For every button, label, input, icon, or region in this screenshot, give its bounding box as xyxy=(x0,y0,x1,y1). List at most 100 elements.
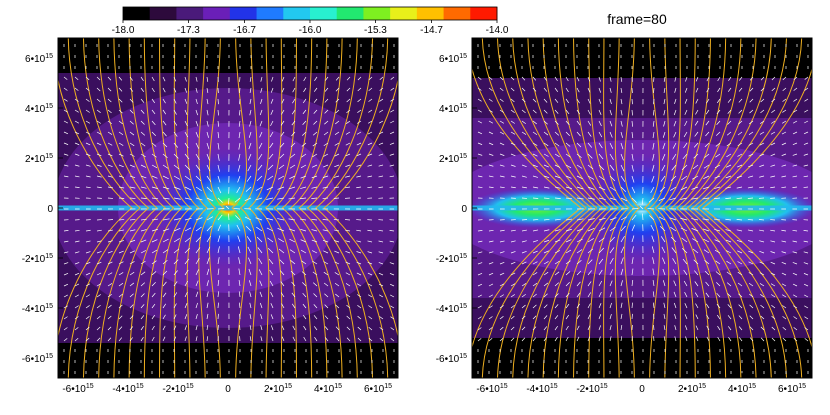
velocity-vector xyxy=(653,302,655,309)
velocity-vector xyxy=(674,314,677,320)
velocity-vector xyxy=(691,175,699,180)
velocity-vector xyxy=(173,109,177,115)
velocity-vector xyxy=(151,325,155,331)
velocity-vector xyxy=(118,250,124,254)
velocity-vector xyxy=(749,76,754,81)
velocity-vector xyxy=(726,282,732,287)
velocity-vector xyxy=(184,186,192,191)
velocity-vector xyxy=(781,240,787,243)
colorbar-swatch xyxy=(443,7,471,20)
velocity-vector xyxy=(238,120,241,127)
velocity-vector xyxy=(85,98,90,102)
velocity-vector xyxy=(554,250,561,254)
y-tick-label: 4•1015 xyxy=(439,103,467,115)
velocity-vector xyxy=(74,175,80,178)
velocity-vector xyxy=(151,153,157,158)
x-tick-label: 2•1015 xyxy=(264,383,292,395)
velocity-vector xyxy=(162,314,166,320)
velocity-vector xyxy=(325,337,329,342)
velocity-vector xyxy=(378,164,384,167)
velocity-vector xyxy=(96,98,101,103)
velocity-vector xyxy=(793,327,798,331)
velocity-vector xyxy=(565,314,570,320)
velocity-vector xyxy=(532,153,538,157)
velocity-vector xyxy=(488,316,493,320)
velocity-vector xyxy=(96,315,101,320)
velocity-vector xyxy=(322,239,329,243)
velocity-vector xyxy=(63,109,68,113)
velocity-vector xyxy=(532,240,538,243)
velocity-vector xyxy=(357,294,362,298)
velocity-vector xyxy=(587,98,591,104)
velocity-vector xyxy=(651,235,655,243)
velocity-vector xyxy=(477,240,483,243)
velocity-vector xyxy=(290,142,296,148)
field-line xyxy=(67,38,141,378)
velocity-vector xyxy=(368,87,373,92)
velocity-vector xyxy=(239,313,241,320)
velocity-vector xyxy=(367,153,373,156)
velocity-vector xyxy=(85,131,91,135)
velocity-vector xyxy=(96,294,101,298)
x-tick-label: 2•1015 xyxy=(678,383,706,395)
velocity-vector xyxy=(129,76,133,81)
velocity-vector xyxy=(672,258,677,265)
velocity-vector xyxy=(278,248,285,254)
velocity-vector xyxy=(737,261,743,265)
velocity-vector xyxy=(313,120,318,125)
velocity-vector xyxy=(173,270,178,276)
velocity-vector xyxy=(217,153,220,161)
velocity-vector xyxy=(510,326,515,331)
x-tick-label: 4•1015 xyxy=(728,383,756,395)
velocity-vector xyxy=(510,142,516,146)
velocity-vector xyxy=(302,292,307,298)
velocity-vector xyxy=(792,142,798,146)
velocity-vector xyxy=(206,336,209,342)
velocity-vector xyxy=(323,142,329,147)
velocity-vector xyxy=(281,336,285,342)
velocity-vector xyxy=(378,262,384,265)
velocity-vector xyxy=(510,240,516,243)
velocity-vector xyxy=(759,175,765,178)
velocity-vector xyxy=(140,142,146,147)
velocity-vector xyxy=(107,98,112,103)
velocity-vector xyxy=(543,337,547,342)
velocity-vector xyxy=(565,239,572,243)
field-line xyxy=(256,38,283,378)
velocity-vector xyxy=(543,131,549,136)
velocity-vector xyxy=(576,87,580,93)
velocity-vector xyxy=(543,326,548,331)
velocity-vector xyxy=(151,336,155,342)
velocity-vector xyxy=(587,303,591,309)
velocity-vector xyxy=(488,120,493,124)
field-line xyxy=(323,77,398,339)
velocity-vector xyxy=(685,76,688,82)
field-line xyxy=(173,38,200,378)
velocity-vector xyxy=(301,153,307,158)
velocity-vector xyxy=(389,153,395,156)
velocity-vector xyxy=(748,164,754,168)
velocity-vector xyxy=(576,120,581,126)
velocity-vector xyxy=(499,153,505,156)
velocity-vector xyxy=(782,305,787,309)
velocity-vector xyxy=(737,164,743,168)
velocity-vector xyxy=(565,336,569,342)
velocity-vector xyxy=(151,260,157,265)
velocity-vector xyxy=(195,257,200,265)
velocity-vector xyxy=(532,272,538,276)
velocity-vector xyxy=(269,280,274,287)
velocity-vector xyxy=(749,109,754,114)
velocity-vector xyxy=(792,164,798,167)
velocity-vector xyxy=(792,153,798,156)
colorbar-tick-label: -16.7 xyxy=(233,25,256,36)
x-tick-label: -6•1015 xyxy=(476,383,507,395)
velocity-vector xyxy=(488,153,494,156)
velocity-vector xyxy=(521,326,526,331)
velocity-vector xyxy=(333,186,340,189)
velocity-vector xyxy=(477,164,483,167)
velocity-vector xyxy=(554,337,558,342)
velocity-vector xyxy=(499,175,505,178)
velocity-vector xyxy=(299,218,307,221)
velocity-vector xyxy=(620,98,623,105)
velocity-vector xyxy=(685,336,688,342)
